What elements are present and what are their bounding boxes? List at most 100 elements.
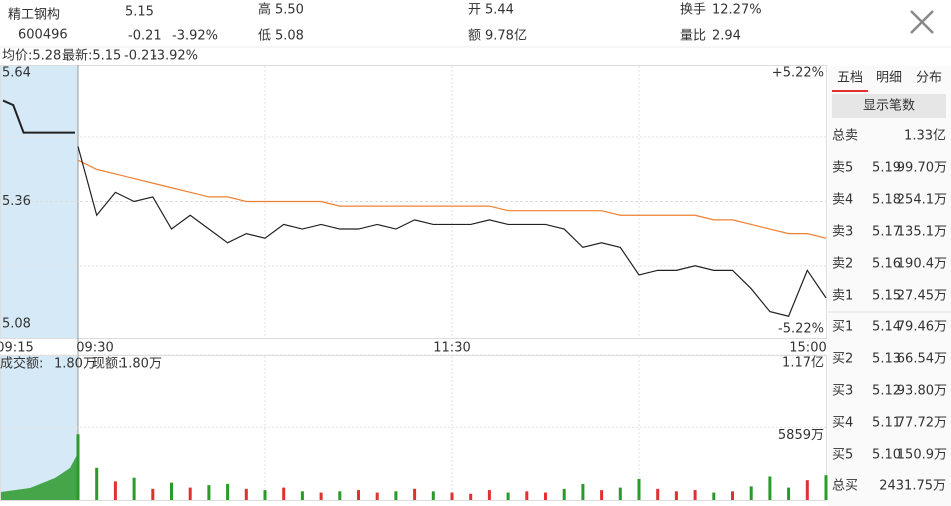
volume-bar [731,491,734,500]
lower-pct: -5.22% [778,322,824,337]
volume-bar [749,486,753,500]
row-label: 买2 [832,352,853,367]
row-label: 卖3 [832,225,853,240]
price-line [77,146,827,317]
volume-bar [469,493,473,500]
field-label: 开 [468,3,481,18]
change-pct: -3.92% [172,29,218,44]
volume-bar [431,491,435,500]
volume-bar [805,480,809,500]
volume-bar [170,482,173,500]
row-label: 总买 [832,479,858,494]
volume-bar [674,491,678,500]
y-tick-label: 5859万 [778,428,824,443]
volume-bar [413,488,417,500]
volume-bar [151,488,155,500]
stock-name: 精工钢构 [8,8,60,23]
row-label: 总卖 [832,129,858,144]
field-value: 5.08 [275,29,304,44]
x-tick-label: 15:00 [789,341,826,356]
row-price: 5.10 [872,448,901,463]
premarket-volume [1,455,78,500]
row-label: 卖5 [832,161,853,176]
row-volume: 99.70万 [897,161,947,176]
volume-bar [394,491,398,500]
tab[interactable]: 明细 [876,71,902,86]
row-volume: 150.9万 [897,448,947,463]
upper-pct: +5.22% [772,66,824,81]
last-price: 5.15 [125,5,154,20]
volume-bar [637,478,641,500]
volume-bar [487,490,491,500]
row-label: 卖4 [832,193,853,208]
field-label: 低 [258,29,271,44]
volume-bar [300,491,304,500]
change-info: -0.21 [124,49,158,64]
tab[interactable]: 分布 [916,71,942,86]
field-value: 9.78亿 [485,29,527,44]
volume-bar [581,483,585,500]
row-label: 买5 [832,448,853,463]
row-label: 买4 [832,416,853,431]
total-sell: 1.33亿 [904,129,946,144]
premarket-line [2,99,75,134]
y-tick-label: 5.08 [2,317,31,332]
volume-bar [787,487,791,500]
current-title: 现额: [92,357,122,372]
field-label: 量比 [680,29,706,44]
price-line [77,159,827,239]
row-volume: 66.54万 [897,352,947,367]
volume-bar [618,487,622,500]
x-tick-label: 09:30 [76,341,113,356]
volume-bar [357,490,360,500]
pct-info: -3.92% [152,49,198,64]
volume-bar [113,481,117,500]
volume-bar [375,492,379,500]
row-price: 5.19 [872,161,901,176]
close-button[interactable] [910,10,934,34]
change: -0.21 [128,29,162,44]
volume-bar [319,492,323,500]
x-tick-label: 09:15 [0,341,34,356]
row-price: 5.15 [872,289,901,304]
row-label: 卖2 [832,257,853,272]
avg-info: 均价:5.28 [2,49,61,64]
x-tick-label: 11:30 [433,341,470,356]
row-price: 5.14 [872,320,901,335]
row-price: 5.11 [872,416,901,431]
y-tick-label: 1.17亿 [782,356,824,371]
volume-bar [263,490,267,500]
volume-bar [768,476,772,500]
field-value: 2.94 [712,29,741,44]
volume-bar [207,485,211,500]
field-label: 换手 [680,3,706,18]
side-panel [828,66,951,506]
volume-bar [226,483,230,500]
volume-bar [282,487,286,500]
row-price: 5.16 [872,257,901,272]
volume-bar [450,492,454,500]
row-volume: 135.1万 [897,225,947,240]
tab[interactable]: 五档 [837,71,863,86]
latest-info: 最新:5.15 [62,48,121,64]
field-value: 5.44 [485,3,514,18]
volume-bar [600,490,604,500]
volume-bar [656,488,660,500]
field-value: 5.50 [275,3,304,18]
volume-bar [76,434,80,500]
volume-bar [506,492,510,500]
row-volume: 77.72万 [897,416,947,431]
volume-bar [824,475,828,500]
volume-bar [95,467,99,500]
row-volume: 79.46万 [897,320,947,335]
show-count-button[interactable] [832,94,946,118]
y-tick-label: 5.64 [2,66,31,81]
current-value: 1.80万 [120,357,162,372]
field-value: 12.27% [712,3,762,18]
row-volume: 190.4万 [897,257,947,272]
volume-bar [188,487,192,500]
volume-bar [132,477,136,500]
row-label: 买1 [832,320,853,335]
